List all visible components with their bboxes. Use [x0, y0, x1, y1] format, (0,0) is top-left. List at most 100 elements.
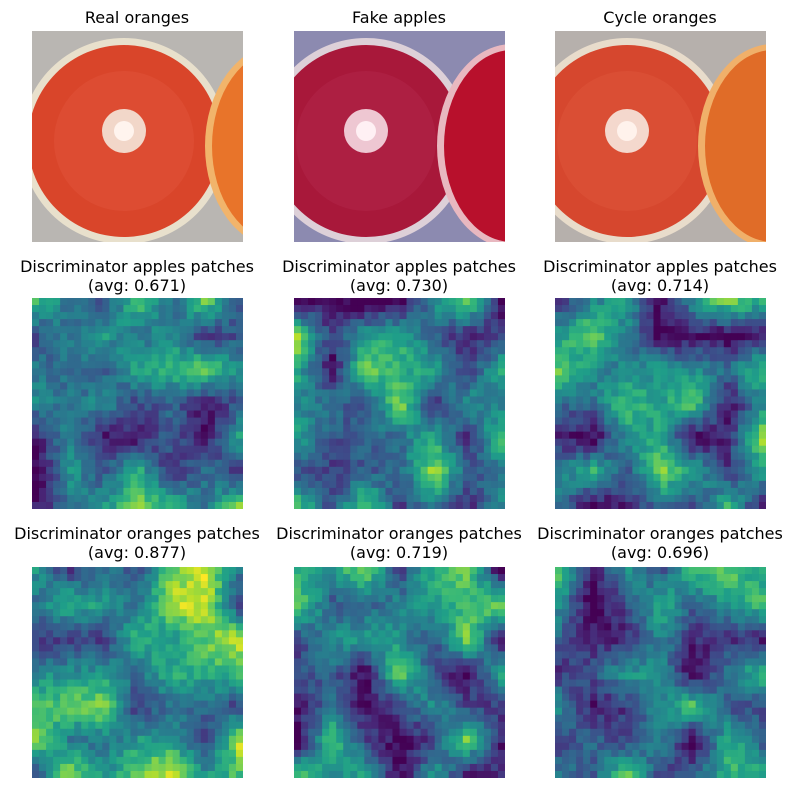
- heatmap-cell: [723, 452, 732, 461]
- heatmap-cell: [53, 466, 61, 475]
- heatmap-cell: [646, 644, 654, 652]
- heatmap-cell: [158, 305, 167, 313]
- heatmap-cell: [74, 459, 82, 468]
- heatmap-cell: [294, 417, 302, 426]
- heatmap-cell: [590, 319, 598, 327]
- heatmap-cell: [39, 424, 47, 433]
- heatmap-cell: [200, 431, 209, 440]
- heatmap-cell: [639, 574, 647, 582]
- heatmap-cell: [322, 637, 330, 645]
- heatmap-cell: [123, 368, 131, 376]
- heatmap-cell: [200, 665, 209, 673]
- heatmap-cell: [483, 438, 492, 447]
- heatmap-cell: [130, 438, 138, 447]
- heatmap-cell: [469, 665, 478, 673]
- heatmap-cell: [39, 333, 47, 341]
- heatmap-cell: [406, 431, 415, 440]
- heatmap-cell: [688, 452, 697, 461]
- heatmap-cell: [88, 410, 96, 419]
- heatmap-cell: [329, 382, 337, 390]
- heatmap-cell: [583, 672, 591, 681]
- heatmap-cell: [583, 431, 591, 440]
- heatmap-cell: [294, 630, 302, 638]
- heatmap-cell: [74, 707, 82, 716]
- heatmap-cell: [385, 347, 393, 355]
- heatmap-cell: [476, 770, 485, 778]
- heatmap-cell: [60, 714, 68, 723]
- heatmap-cell: [497, 672, 505, 681]
- heatmap-cell: [448, 735, 457, 744]
- heatmap-cell: [228, 595, 237, 603]
- heatmap-cell: [590, 487, 598, 496]
- heatmap-cell: [562, 616, 570, 624]
- heatmap-cell: [681, 333, 690, 341]
- heatmap-cell: [315, 714, 323, 723]
- heatmap-cell: [462, 396, 471, 404]
- heatmap-cell: [723, 424, 732, 433]
- heatmap-cell: [81, 410, 89, 419]
- heatmap-cell: [385, 473, 393, 482]
- heatmap-cell: [228, 742, 237, 751]
- heatmap-cell: [441, 410, 450, 419]
- heatmap-cell: [434, 700, 443, 709]
- heatmap-cell: [144, 700, 153, 709]
- heatmap-cell: [744, 354, 753, 362]
- heatmap-cell: [158, 445, 167, 454]
- heatmap-cell: [751, 665, 760, 673]
- heatmap-cell: [618, 305, 626, 313]
- heatmap-cell: [357, 651, 365, 659]
- heatmap-cell: [144, 574, 153, 582]
- heatmap-cell: [228, 644, 237, 652]
- heatmap-cell: [462, 770, 471, 778]
- heatmap-cell: [406, 389, 415, 397]
- heatmap-cell: [116, 588, 124, 596]
- heatmap-cell: [702, 298, 711, 306]
- heatmap-cell: [109, 756, 117, 765]
- heatmap-cell: [32, 588, 40, 596]
- heatmap-cell: [151, 581, 160, 589]
- heatmap-cell: [483, 340, 492, 348]
- heatmap-cell: [392, 609, 400, 617]
- heatmap-cell: [611, 658, 619, 666]
- heatmap-cell: [555, 410, 563, 419]
- heatmap-cell: [67, 623, 75, 631]
- heatmap-cell: [109, 480, 117, 489]
- heatmap-cell: [469, 333, 478, 341]
- heatmap-cell: [67, 714, 75, 723]
- heatmap-cell: [350, 665, 358, 673]
- heatmap-cell: [200, 333, 209, 341]
- heatmap-cell: [60, 312, 68, 320]
- heatmap-cell: [371, 728, 379, 737]
- heatmap-cell: [723, 382, 732, 390]
- heatmap-cell: [343, 347, 351, 355]
- heatmap-cell: [116, 658, 124, 666]
- heatmap-cell: [490, 382, 499, 390]
- heatmap-cell: [137, 459, 146, 468]
- heatmap-cell: [158, 382, 167, 390]
- heatmap-cell: [737, 424, 746, 433]
- heatmap-cell: [441, 616, 450, 624]
- heatmap-cell: [744, 319, 753, 327]
- heatmap-cell: [200, 679, 209, 688]
- heatmap-cell: [315, 424, 323, 433]
- heatmap-cell: [308, 438, 316, 447]
- heatmap-cell: [130, 700, 138, 709]
- heatmap-cell: [294, 665, 302, 673]
- heatmap-cell: [301, 637, 309, 645]
- heatmap-cell: [67, 368, 75, 376]
- heatmap-cell: [46, 672, 54, 681]
- heatmap-cell: [639, 340, 647, 348]
- heatmap-cell: [46, 424, 54, 433]
- heatmap-cell: [53, 623, 61, 631]
- heatmap-cell: [674, 368, 683, 376]
- heatmap-cell: [462, 756, 471, 765]
- heatmap-cell: [667, 644, 676, 652]
- heatmap-cell: [214, 417, 223, 426]
- heatmap-cell: [476, 305, 485, 313]
- heatmap-cell: [364, 763, 372, 772]
- heatmap-cell: [329, 567, 337, 575]
- heatmap-cell: [308, 319, 316, 327]
- heatmap-cell: [632, 672, 640, 681]
- heatmap-cell: [441, 361, 450, 369]
- heatmap-cell: [737, 494, 746, 503]
